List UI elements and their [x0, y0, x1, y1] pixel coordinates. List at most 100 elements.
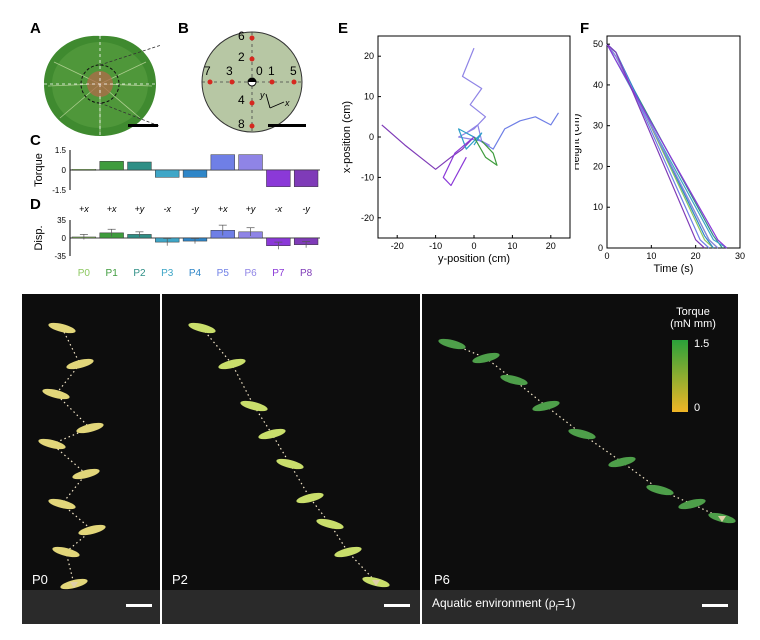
category-label: P4: [189, 268, 202, 279]
series-line: [473, 136, 498, 166]
tick-label: 1.5: [55, 146, 67, 155]
leaf-snapshot: [218, 358, 246, 370]
bar: [266, 169, 291, 187]
category-label: P7: [272, 268, 285, 279]
y-tick-label: 0: [598, 243, 603, 253]
leaf-snapshot: [568, 428, 596, 440]
leaf-snapshot: [76, 422, 104, 434]
photo-label-p2: P2: [172, 572, 188, 587]
tick-label: 0: [62, 166, 67, 175]
direction-label: +x: [79, 204, 89, 214]
leaf-snapshot: [258, 428, 286, 440]
x-tick-label: 20: [546, 241, 556, 251]
bar: [71, 169, 97, 171]
scale-bar-g2: [702, 604, 728, 607]
bar: [99, 161, 124, 171]
direction-label: -y: [302, 204, 310, 214]
panel-label-d: D: [30, 196, 41, 213]
leaf-snapshot: [316, 518, 344, 530]
bar: [293, 169, 319, 187]
legend-min-label: 0: [694, 402, 701, 414]
sampling-points-diagram: 6 2 4 8 7 3 0 1 5 x y: [201, 30, 303, 133]
photo-label-p6: P6: [434, 572, 450, 587]
leaf-snapshot: [188, 322, 216, 334]
plot-frame: [606, 35, 741, 249]
x-tick-label: 10: [646, 251, 656, 261]
leaf-snapshot: [472, 352, 500, 364]
leaf-snapshot: [52, 546, 80, 558]
leaf-snapshot: [608, 456, 636, 468]
bar: [210, 154, 235, 171]
leaf-snapshot: [48, 498, 76, 510]
x-tick-label: 10: [507, 241, 517, 251]
bar: [238, 154, 263, 171]
tank-floor: [422, 590, 738, 624]
trajectory-path: [50, 327, 93, 585]
bar: [127, 161, 152, 171]
y-axis-label: Torque: [33, 153, 45, 187]
x-axis-label: y-position (cm): [438, 253, 510, 265]
leaf-snapshot: [72, 468, 100, 480]
environment-label: Aquatic environment (ρf=1): [432, 596, 576, 613]
category-label: P6: [244, 268, 257, 279]
panel-label-f: F: [580, 20, 590, 37]
tick-label: 35: [57, 216, 66, 225]
series-line: [381, 124, 475, 170]
leaf-snapshot: [438, 338, 466, 350]
leaf-snapshot: [38, 438, 66, 450]
y-tick-label: 20: [364, 51, 374, 61]
series-line: [458, 128, 483, 150]
torque-legend-title: Torque (mN mm): [670, 306, 716, 330]
scale-bar-a: [128, 124, 158, 127]
series-line: [473, 112, 560, 150]
x-tick-label: -10: [429, 241, 442, 251]
y-tick-label: 40: [593, 80, 603, 90]
direction-label: -x: [163, 204, 171, 214]
torque-colorbar: [672, 340, 688, 412]
direction-label: -y: [191, 204, 199, 214]
torque-bar-chart: 1.5 0 -1.5 Torque: [33, 146, 320, 195]
y-axis-label: Disp.: [33, 225, 45, 250]
category-label: P5: [217, 268, 230, 279]
series-line: [606, 43, 728, 249]
point-label-7: 7: [204, 64, 211, 78]
y-axis-label: Height (cm): [575, 114, 582, 171]
direction-label: +y: [246, 204, 256, 214]
x-axis-label: Time (s): [654, 263, 694, 275]
y-tick-label: 20: [593, 161, 603, 171]
point-label-6: 6: [238, 30, 245, 43]
y-tick-label: -20: [361, 213, 374, 223]
panel-label-e: E: [338, 20, 349, 37]
y-tick-label: -10: [361, 172, 374, 182]
leaf-snapshot: [240, 400, 268, 412]
direction-label: +y: [135, 204, 145, 214]
point-label-4: 4: [238, 93, 245, 107]
leaf-snapshot: [48, 322, 76, 334]
scale-bar-b: [268, 124, 306, 127]
panel-label-b: B: [178, 20, 189, 37]
scale-bar-g0: [126, 604, 152, 607]
leaf-snapshot: [276, 458, 304, 470]
leaf-snapshot: [296, 492, 324, 504]
category-label: P1: [106, 268, 119, 279]
bar: [155, 169, 180, 178]
x-tick-label: 30: [735, 251, 745, 261]
x-tick-label: 20: [691, 251, 701, 261]
panel-label-a: A: [30, 20, 41, 37]
tick-label: -35: [54, 252, 66, 261]
y-tick-label: 30: [593, 121, 603, 131]
arrow-head: [718, 516, 726, 522]
leaf-snapshot: [334, 546, 362, 558]
leaf-snapshot: [532, 400, 560, 412]
category-label: P8: [300, 268, 313, 279]
direction-label: +x: [218, 204, 228, 214]
direction-label: -x: [275, 204, 283, 214]
direction-label: +x: [107, 204, 117, 214]
leaf-snapshot: [66, 358, 94, 370]
axis-y-label: y: [259, 90, 265, 100]
legend-max-label: 1.5: [694, 338, 710, 350]
point-label-8: 8: [238, 117, 245, 131]
point-label-0: 0: [256, 64, 263, 78]
category-label: P3: [161, 268, 174, 279]
tank-floor: [162, 590, 420, 624]
